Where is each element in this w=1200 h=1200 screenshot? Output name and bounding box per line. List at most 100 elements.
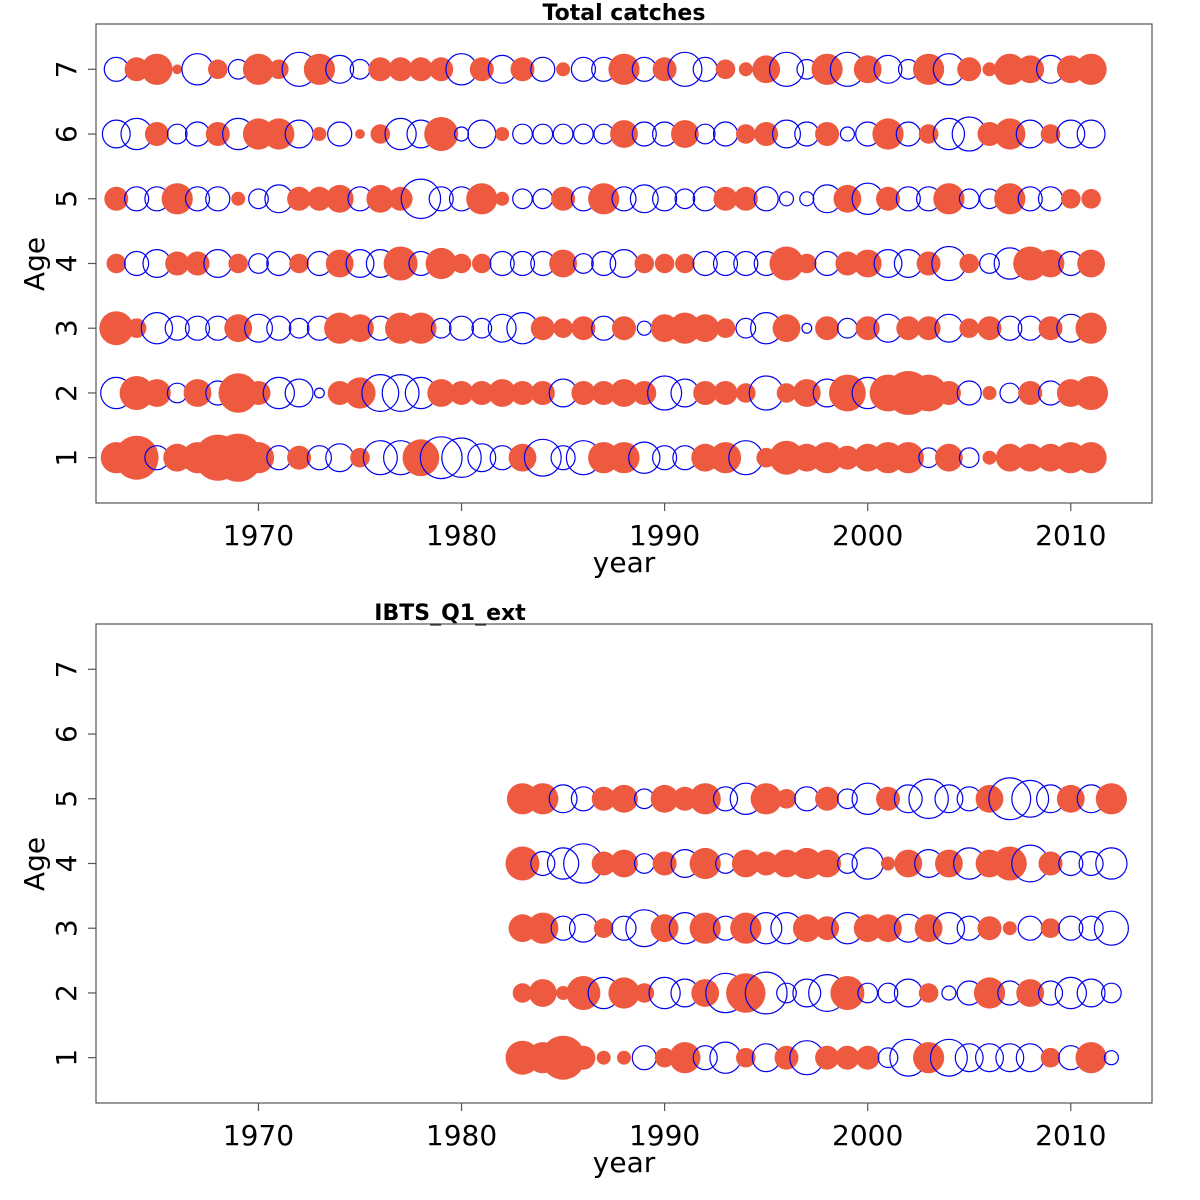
- bubble-age2-1970: [246, 381, 271, 405]
- bubble-age2-2011: [1074, 376, 1109, 410]
- bubble-age3-2003: [914, 914, 943, 943]
- bubble-age5-1988: [611, 186, 637, 212]
- bubble-age2-1996: [776, 982, 797, 1004]
- bubble-age3-1990: [650, 914, 679, 943]
- bubble-age6-1973: [312, 127, 327, 141]
- bubble-age5-1985: [548, 784, 578, 814]
- bubble-age6-1993: [712, 121, 739, 147]
- bubble-age4-1990: [654, 253, 675, 274]
- bubble-age1-2007: [995, 1043, 1025, 1073]
- bubble-age4-2011: [1077, 249, 1105, 278]
- bubble-age1-1999: [835, 445, 860, 470]
- bubble-age1-1990: [654, 1047, 675, 1068]
- bubble-age4-2001: [881, 856, 895, 871]
- bubble-age1-2009: [1040, 1047, 1061, 1068]
- y-axis: 1 2 3 4 5 6 7: [50, 660, 96, 1067]
- bubble-age4-1980: [451, 253, 472, 274]
- panel-total-catches: Total catches 1970 1980 1990 2000 2010 1 2 3 4 5…: [18, 1, 1153, 579]
- bubble-age4-1993: [712, 250, 739, 277]
- bubble-age6-1979: [424, 117, 459, 151]
- bubble-age7-2005: [957, 57, 982, 82]
- bubble-age5-1968: [205, 186, 231, 212]
- bubble-age7-1993: [715, 59, 736, 80]
- bubble-age3-2009: [1040, 918, 1061, 938]
- bubble-age5-2005: [958, 188, 980, 210]
- bubble-age1-2001: [877, 1047, 899, 1069]
- bubble-age4-1982: [489, 250, 515, 277]
- bubble-age4-1967: [185, 251, 210, 276]
- bubble-age5-2001: [876, 186, 900, 211]
- bubble-age6-1983: [512, 123, 533, 145]
- bubble-age3-2005: [959, 318, 979, 339]
- bubble-age6-1981: [467, 119, 497, 149]
- bubble-age4-1984: [530, 850, 556, 877]
- bubble-age4-1964: [124, 250, 150, 277]
- bubble-age4-1988: [609, 249, 639, 279]
- bubble-age3-1992: [689, 912, 721, 944]
- bubble-age5-2004: [934, 784, 964, 814]
- bubble-age1-2000: [855, 1045, 880, 1070]
- chart-title: Total catches: [543, 1, 706, 26]
- bubble-age5-2004: [933, 183, 965, 215]
- bubble-age3-1963: [99, 311, 134, 346]
- bubble-age1-1981: [467, 443, 497, 473]
- bubble-age5-2002: [893, 784, 923, 814]
- bubble-age3-1972: [288, 317, 310, 339]
- bubble-age1-2007: [995, 443, 1024, 472]
- bubble-age3-2011: [1078, 915, 1104, 941]
- bubble-age1-2005: [954, 1043, 984, 1073]
- bubble-age1-2002: [892, 442, 924, 474]
- bubble-age4-1972: [289, 253, 309, 274]
- bubble-age4-2010: [1058, 850, 1084, 877]
- bubble-age4-1999: [835, 251, 860, 276]
- bubble-age7-1990: [652, 57, 677, 82]
- bubble-age2-1980: [449, 381, 474, 405]
- bubble-age4-1997: [797, 253, 817, 274]
- bubble-age6-1965: [144, 122, 169, 146]
- bubble-age5-2007: [988, 777, 1032, 821]
- x-tick-label: 2000: [832, 1119, 903, 1152]
- bubble-age2-2007: [999, 382, 1021, 404]
- bubble-age2-1989: [632, 381, 657, 405]
- bubble-age2-1986: [566, 976, 601, 1010]
- bubble-age2-1975: [344, 377, 376, 409]
- y-tick-label: 2: [50, 984, 83, 1002]
- bubble-age3-1982: [487, 313, 517, 343]
- bubble-age6-1996: [771, 119, 801, 149]
- bubble-age5-1969: [231, 191, 246, 206]
- bubble-age2-2003: [918, 983, 939, 1003]
- bubble-age5-1999: [837, 788, 858, 810]
- bubble-age6-2001: [872, 118, 904, 150]
- bubble-age7-2006: [982, 62, 997, 77]
- bubble-age2-1971: [262, 376, 295, 410]
- bubble-age5-1978: [400, 178, 442, 220]
- bubble-age3-1993: [715, 318, 736, 339]
- y-tick-label: 3: [50, 919, 83, 937]
- bubble-age3-1988: [612, 316, 636, 341]
- bubble-age4-2003: [916, 251, 941, 276]
- bubble-age2-2008: [1018, 381, 1043, 405]
- bubble-age6-1968: [205, 122, 230, 146]
- y-axis-label: Age: [18, 837, 51, 891]
- bubble-age4-2002: [894, 849, 923, 878]
- bubble-age5-1974: [325, 184, 354, 213]
- bubble-age5-1984: [527, 783, 559, 815]
- bubble-age1-2012: [1103, 1050, 1120, 1066]
- bubble-age3-1971: [266, 315, 292, 341]
- bubble-age2-2011: [1076, 978, 1106, 1008]
- bubble-age4-1963: [106, 253, 127, 274]
- bubble-age2-1997: [792, 379, 821, 407]
- y-tick-label: 6: [50, 725, 83, 743]
- bubble-age2-1984: [530, 381, 555, 405]
- bubble-age3-2007: [1002, 921, 1017, 936]
- bubble-age4-1998: [813, 849, 841, 878]
- bubble-age3-2006: [977, 916, 1002, 941]
- bubble-age7-1970: [242, 53, 275, 85]
- bubble-age3-2003: [916, 316, 941, 341]
- bubble-age7-1966: [172, 64, 183, 75]
- bubble-age1-2008: [1016, 443, 1045, 472]
- bubble-age2-2002: [893, 978, 923, 1008]
- bubble-age3-1991: [669, 312, 701, 344]
- bubble-age7-2001: [873, 54, 903, 84]
- panel-ibts-q1-ext: IBTS_Q1_ext 1970 1980 1990 2000 2010 1 2 3 4 5 6 7…: [18, 601, 1153, 1179]
